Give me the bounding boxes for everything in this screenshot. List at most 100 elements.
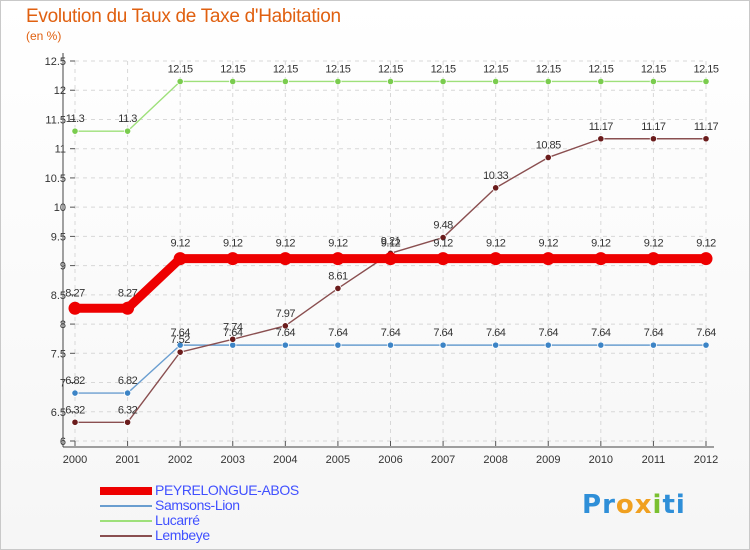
data-label: 11.3 — [118, 113, 137, 125]
legend-swatch — [100, 505, 152, 507]
data-label: 7.64 — [644, 327, 664, 339]
data-label: 12.15 — [378, 63, 403, 75]
data-label: 7.97 — [276, 308, 296, 320]
data-point — [386, 77, 395, 86]
x-tick-label: 2008 — [483, 454, 507, 466]
data-point — [386, 341, 395, 349]
y-tick-label: 9.5 — [51, 231, 66, 243]
legend-swatch — [100, 520, 152, 522]
data-point — [699, 252, 713, 266]
data-labels: 6.82 6.82 7.64 7.64 7.64 7.64 7.64 7.64 7.64 7.64… — [65, 63, 719, 416]
x-tick-label: 2007 — [431, 454, 455, 466]
data-point — [702, 77, 710, 86]
data-label: 9.12 — [328, 238, 348, 250]
x-tick-label: 2010 — [589, 454, 613, 466]
data-point — [278, 252, 292, 266]
data-point — [702, 341, 710, 349]
data-label: 6.32 — [118, 404, 138, 416]
data-point — [71, 127, 79, 135]
data-point — [439, 233, 447, 242]
data-label: 7.64 — [223, 327, 243, 339]
data-point — [229, 335, 237, 343]
data-label: 12.15 — [431, 63, 456, 75]
axes: 66.577.588.599.51010.51111.51212.5200020… — [45, 53, 718, 466]
x-tick-label: 2003 — [221, 454, 245, 466]
y-tick-label: 11 — [55, 144, 66, 156]
logo-letter: t — [662, 490, 676, 520]
data-point — [597, 341, 605, 349]
data-point — [544, 153, 552, 162]
legend-label: PEYRELONGUE-ABOS — [155, 482, 299, 498]
data-point — [702, 135, 710, 143]
data-label: 9.12 — [696, 238, 716, 250]
data-label: 9.12 — [486, 238, 506, 250]
logo-letter: i — [675, 490, 686, 520]
data-point — [594, 252, 608, 266]
data-label: 6.82 — [65, 375, 85, 387]
x-tick-label: 2005 — [326, 454, 350, 466]
data-label: 8.27 — [118, 287, 138, 299]
x-tick-label: 2001 — [115, 454, 139, 466]
data-point — [229, 341, 237, 349]
data-point — [123, 418, 132, 426]
data-label: 9.12 — [381, 238, 401, 250]
data-point — [229, 77, 237, 86]
x-tick-label: 2004 — [273, 454, 297, 466]
y-tick-label: 8.5 — [51, 290, 66, 302]
logo-letter: o — [615, 490, 635, 520]
data-label: 9.21 — [381, 235, 401, 247]
data-point — [281, 341, 289, 349]
data-point — [226, 252, 240, 266]
data-label: 8.27 — [65, 287, 85, 299]
data-label: 7.64 — [381, 327, 401, 339]
data-point — [68, 301, 82, 315]
data-label: 7.52 — [170, 334, 190, 346]
data-point — [492, 77, 500, 86]
data-point — [544, 341, 552, 349]
data-point — [384, 252, 397, 266]
data-point — [334, 341, 342, 349]
x-tick-label: 2002 — [168, 454, 192, 466]
data-label: 12.15 — [483, 63, 508, 75]
data-point — [649, 77, 658, 86]
data-point — [541, 252, 555, 266]
data-label: 10.33 — [483, 170, 508, 182]
data-label: 7.64 — [276, 327, 296, 339]
data-label: 6.32 — [65, 404, 85, 416]
data-point — [121, 301, 135, 315]
data-label: 12.15 — [693, 63, 718, 75]
data-point — [489, 252, 503, 266]
y-tick-label: 6.5 — [51, 407, 66, 419]
data-label: 9.48 — [433, 220, 453, 232]
data-point — [334, 77, 342, 86]
data-label: 9.12 — [433, 238, 453, 250]
data-point — [646, 252, 660, 266]
data-label: 12.15 — [588, 63, 613, 75]
data-label: 12.15 — [220, 63, 245, 75]
x-tick-label: 2006 — [378, 454, 402, 466]
data-point — [281, 77, 289, 86]
data-label: 7.64 — [486, 327, 506, 339]
chart-subtitle: (en %) — [26, 29, 62, 43]
data-point — [176, 348, 184, 356]
logo-letter: i — [652, 490, 663, 520]
data-label: 12.15 — [325, 63, 350, 75]
logo-letter: P — [582, 490, 603, 520]
data-label: 12.15 — [641, 63, 666, 75]
data-label: 7.64 — [433, 327, 453, 339]
data-label: 10.85 — [536, 139, 561, 151]
data-label: 7.64 — [539, 327, 559, 339]
data-point — [649, 341, 658, 349]
data-point — [176, 77, 184, 86]
data-label: 11.17 — [641, 121, 666, 133]
legend-label: Lucarré — [155, 512, 200, 528]
data-point — [492, 341, 500, 349]
data-point — [176, 341, 184, 349]
data-point — [331, 252, 345, 266]
data-label: 9.12 — [591, 238, 611, 250]
data-point — [597, 135, 605, 143]
data-point — [439, 341, 447, 349]
data-label: 11.3 — [66, 113, 85, 125]
